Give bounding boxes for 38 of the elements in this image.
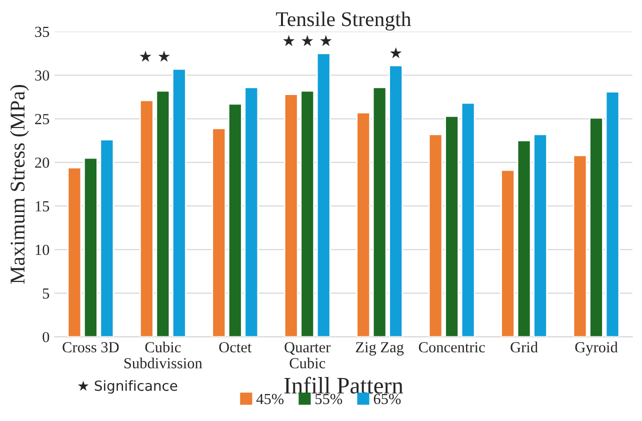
y-tick-label: 15	[36, 201, 50, 212]
bar	[533, 134, 548, 337]
bar	[516, 140, 532, 337]
y-tick-label: 20	[35, 158, 50, 168]
x-tick-label: Concentric	[418, 342, 485, 352]
legend-label: 65%	[374, 394, 401, 404]
bar	[316, 52, 331, 337]
x-tick-label: Cross 3D	[62, 342, 119, 352]
bar	[500, 170, 515, 337]
y-axis-title: Maximum Stress (MPa)	[10, 84, 29, 284]
bar	[212, 128, 226, 337]
annotation: ★	[390, 47, 402, 58]
bar	[572, 154, 588, 337]
y-tick-label: 10	[36, 244, 50, 256]
text: ★ Significance	[78, 380, 178, 394]
x-tick-label: Zig Zag	[356, 342, 404, 356]
y-tick-label: 5	[42, 288, 50, 299]
y-tick-label: 35	[35, 26, 50, 38]
legend-label: 45%	[256, 394, 284, 404]
y-tick-label: 30	[35, 70, 50, 81]
bar	[605, 91, 620, 337]
bar	[67, 166, 82, 337]
x-tick-label: Octet	[219, 342, 252, 352]
annotation: ★ ★ ★	[282, 34, 332, 46]
y-tick-label: 0	[42, 332, 50, 342]
bar	[460, 102, 476, 337]
x-tick-label: Gyroid	[575, 342, 618, 356]
x-tick-label: Quarter Cubic	[284, 342, 331, 368]
legend-label: 55%	[316, 394, 342, 404]
chart-title: Tensile Strength	[276, 12, 412, 31]
annotation: ★ ★	[140, 50, 170, 62]
x-tick-label: Grid	[510, 342, 538, 352]
x-axis-title: Infill Pattern	[284, 376, 404, 394]
bar	[356, 112, 371, 337]
x-tick-label: Cubic Subdivission	[124, 342, 202, 368]
y-tick-label: 25	[35, 114, 50, 124]
bar	[172, 68, 186, 337]
bar	[589, 117, 604, 337]
